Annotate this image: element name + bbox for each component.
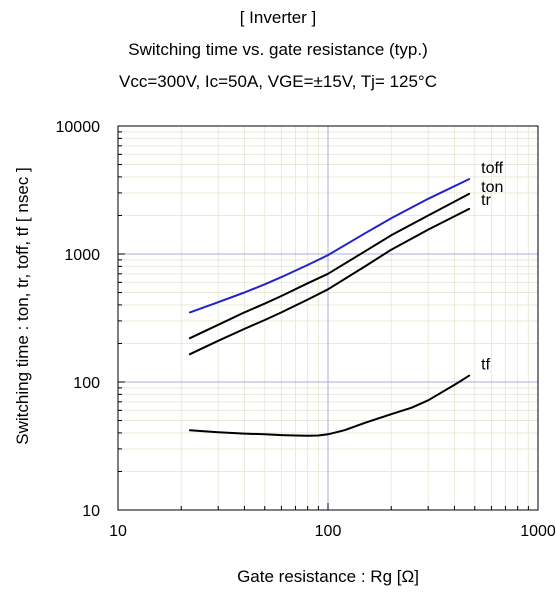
y-tick-label: 100	[73, 375, 100, 392]
chart-subtitle: Switching time vs. gate resistance (typ.…	[128, 40, 428, 59]
series-line-toff	[188, 178, 471, 314]
series-line-ton	[188, 192, 471, 340]
y-axis-label: Switching time : ton, tr, toff, tf [ nse…	[13, 167, 32, 444]
y-tick-label: 10	[82, 503, 100, 520]
series-line-tr	[188, 207, 471, 356]
series-label-tr: tr	[481, 192, 491, 209]
series-label-toff: toff	[481, 160, 504, 177]
y-tick-label: 10000	[56, 119, 101, 136]
chart-conditions: Vcc=300V, Ic=50A, VGE=±15V, Tj= 125°C	[119, 72, 437, 91]
x-tick-label: 100	[315, 523, 342, 540]
x-tick-label: 1000	[520, 523, 556, 540]
axis-ticks	[117, 131, 529, 511]
chart-title: [ Inverter ]	[239, 8, 317, 27]
y-tick-label: 1000	[64, 247, 100, 264]
series-line-tf	[188, 374, 471, 437]
x-tick-label: 10	[109, 523, 127, 540]
x-axis-label: Gate resistance : Rg [Ω]	[237, 567, 419, 586]
series-label-ton: ton	[481, 179, 503, 196]
series-label-tf: tf	[481, 357, 490, 374]
